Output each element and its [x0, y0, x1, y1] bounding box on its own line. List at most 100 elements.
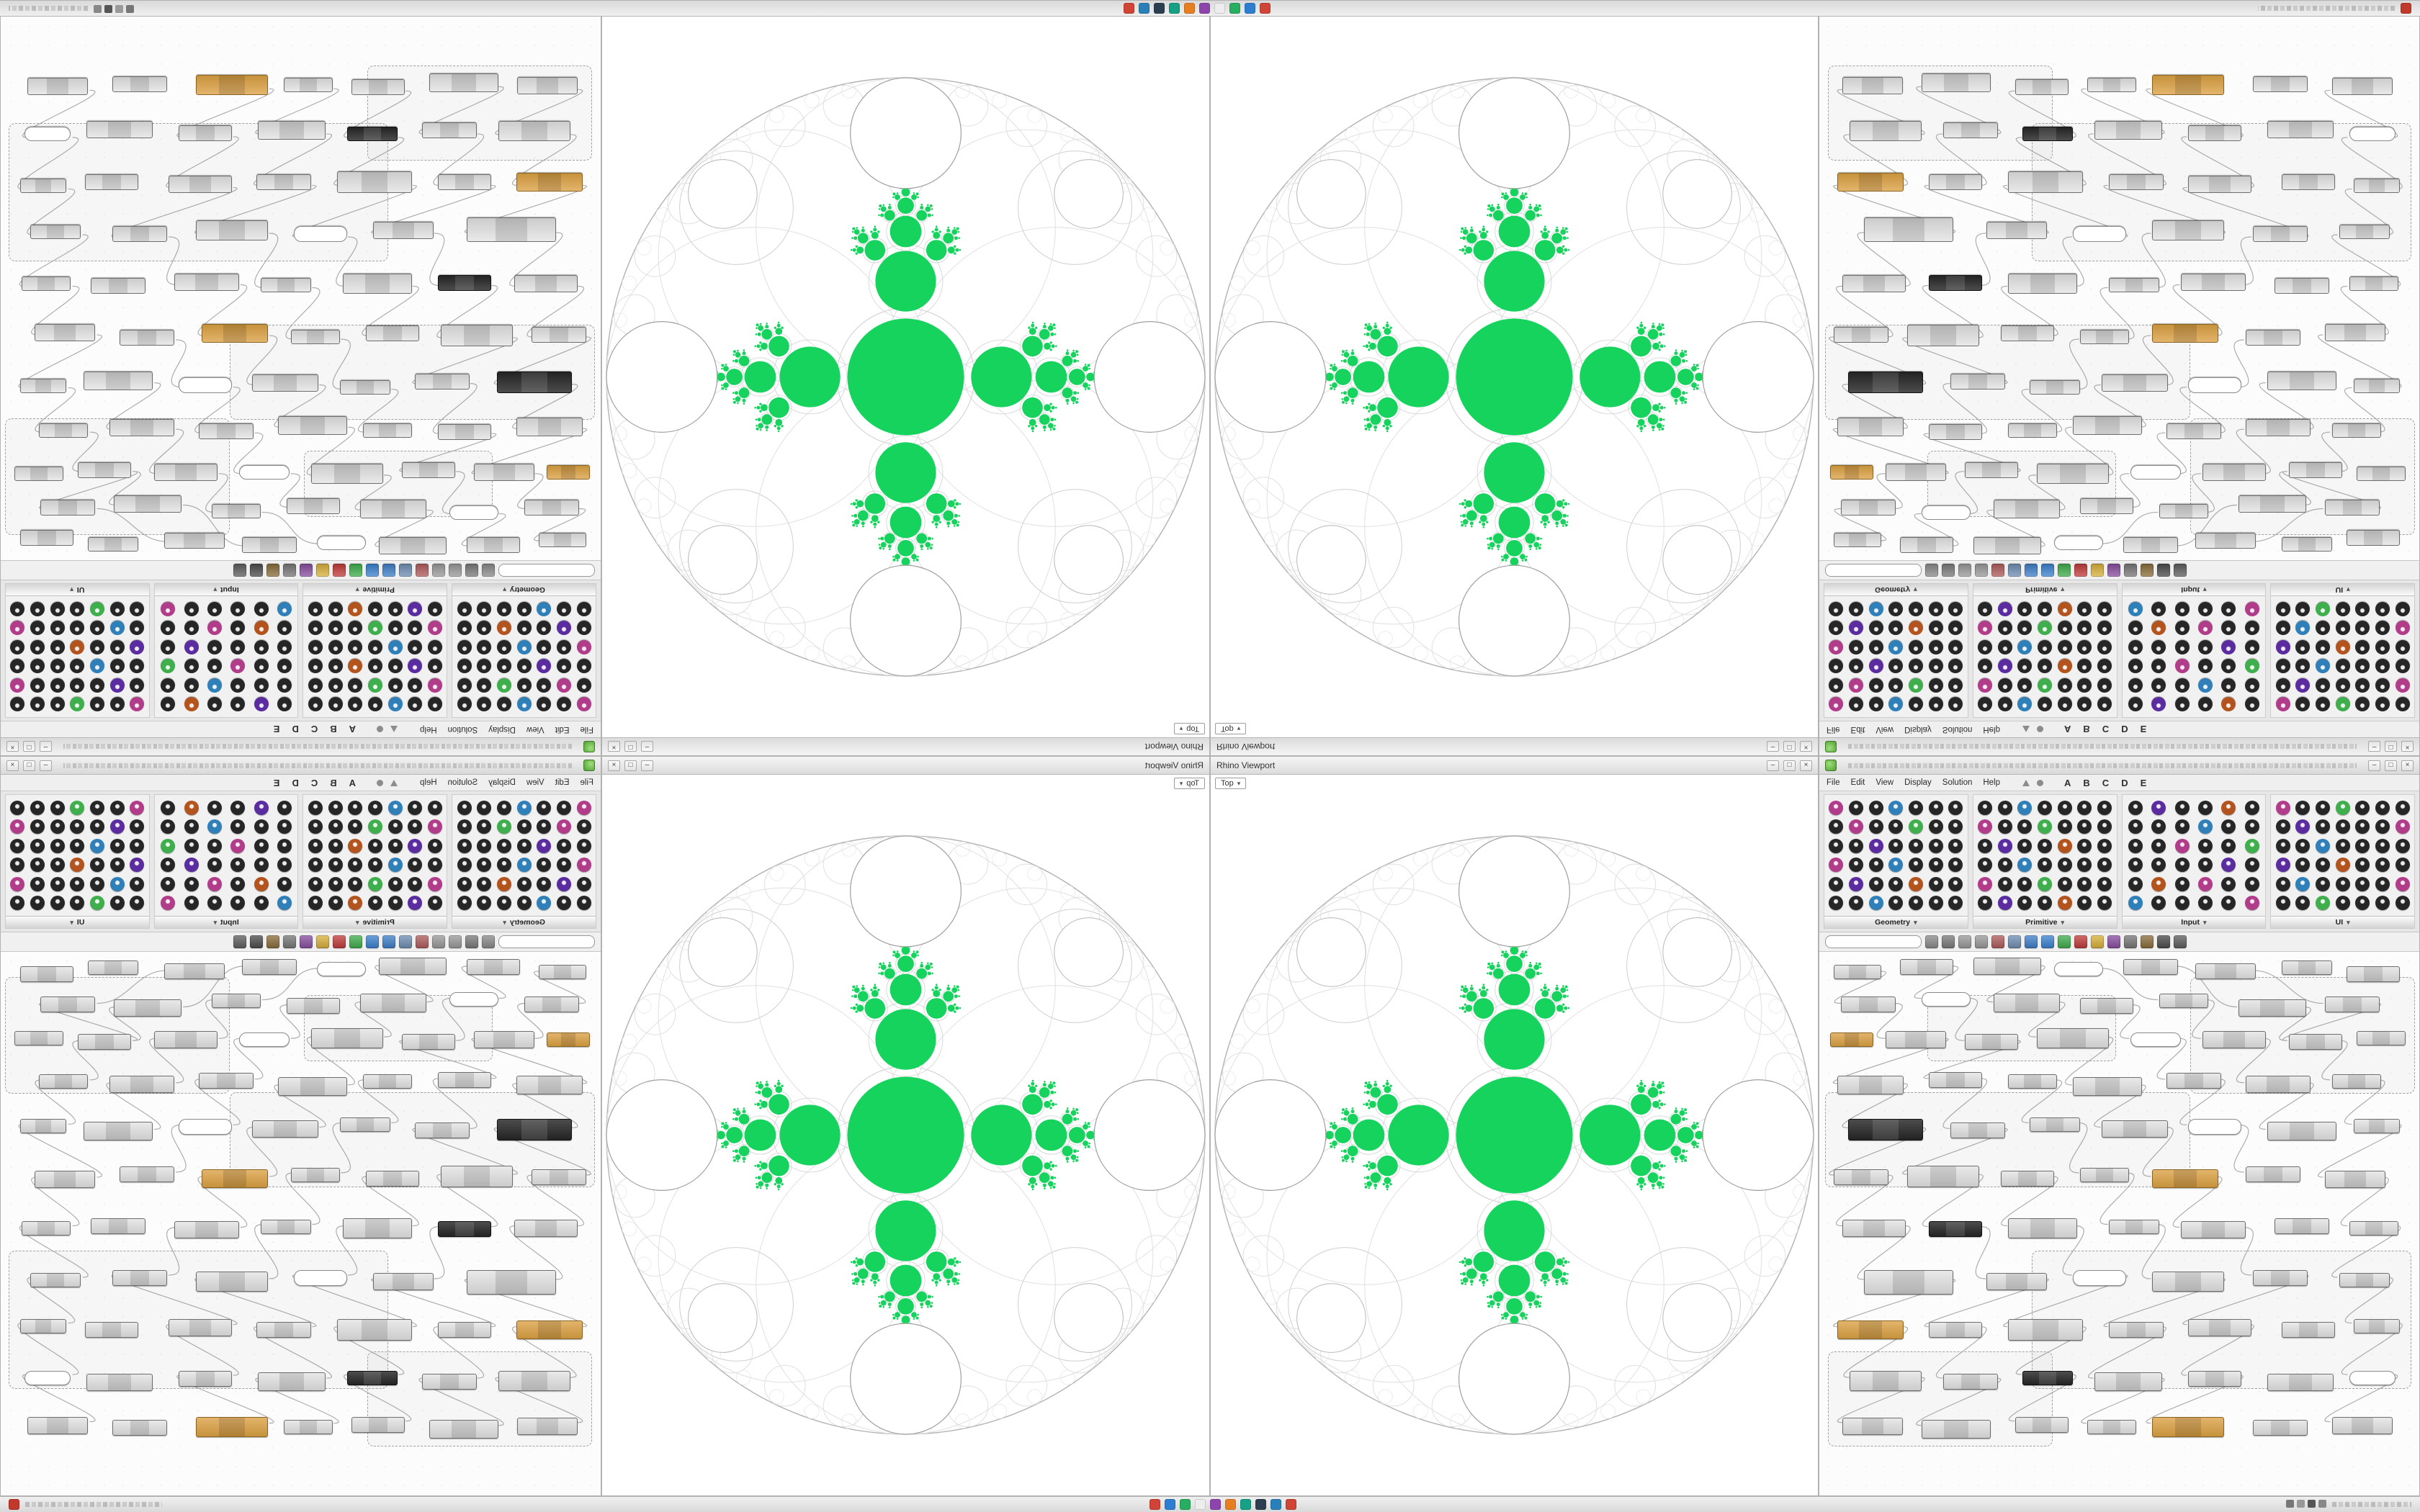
component-icon[interactable]	[2221, 800, 2236, 815]
component-icon[interactable]	[2198, 858, 2213, 873]
component-icon[interactable]	[277, 601, 292, 616]
gh-node[interactable]	[2123, 959, 2178, 975]
gh-node[interactable]	[2181, 1221, 2246, 1238]
gh-node[interactable]	[174, 274, 239, 291]
component-icon[interactable]	[537, 659, 552, 674]
component-icon[interactable]	[207, 659, 222, 674]
component-icon[interactable]	[2174, 838, 2190, 853]
component-icon[interactable]	[1928, 819, 1943, 834]
gh-node[interactable]	[39, 423, 88, 438]
gh-node[interactable]	[2332, 78, 2393, 95]
component-icon[interactable]	[50, 601, 65, 616]
menu-edit[interactable]: Edit	[1850, 778, 1865, 787]
component-icon[interactable]	[457, 621, 472, 636]
component-icon[interactable]	[2198, 697, 2213, 712]
ball-red-icon[interactable]	[2074, 564, 2087, 577]
component-icon[interactable]	[576, 819, 591, 834]
gumball-icon[interactable]	[300, 935, 313, 948]
gh-node[interactable]	[39, 1074, 88, 1089]
component-icon[interactable]	[477, 601, 492, 616]
ball-blue-icon[interactable]	[2041, 564, 2054, 577]
component-icon[interactable]	[1868, 838, 1883, 853]
component-icon[interactable]	[2038, 858, 2053, 873]
component-icon[interactable]	[2355, 800, 2370, 815]
component-icon[interactable]	[2057, 858, 2072, 873]
component-icon[interactable]	[207, 896, 222, 911]
gh-node[interactable]	[2102, 374, 2168, 392]
gh-node[interactable]	[498, 121, 570, 141]
gh-node[interactable]	[524, 500, 579, 516]
component-icon[interactable]	[328, 896, 343, 911]
component-icon[interactable]	[576, 678, 591, 693]
component-icon[interactable]	[2128, 819, 2143, 834]
component-icon[interactable]	[2295, 601, 2311, 616]
taskbar-app-2[interactable]	[1245, 3, 1256, 14]
component-icon[interactable]	[10, 601, 25, 616]
gh-node[interactable]	[516, 418, 583, 436]
component-icon[interactable]	[477, 896, 492, 911]
gh-node[interactable]	[256, 1322, 311, 1338]
component-icon[interactable]	[2355, 838, 2370, 853]
component-icon[interactable]	[277, 896, 292, 911]
tray-icon-2[interactable]	[2297, 1499, 2305, 1508]
menu-file[interactable]: File	[1827, 778, 1840, 787]
component-icon[interactable]	[254, 639, 269, 654]
component-icon[interactable]	[2077, 601, 2092, 616]
component-icon[interactable]	[496, 639, 511, 654]
node-canvas[interactable]	[1819, 17, 2419, 560]
tray-icon-3[interactable]	[104, 5, 112, 14]
gh-node[interactable]	[402, 462, 455, 478]
component-icon[interactable]	[1849, 639, 1863, 654]
component-icon[interactable]	[207, 601, 222, 616]
component-icon[interactable]	[2097, 621, 2112, 636]
component-icon[interactable]	[348, 819, 363, 834]
gh-node[interactable]	[20, 179, 66, 193]
viewport-canvas[interactable]: Top ▾	[602, 17, 1209, 737]
tab-a[interactable]: A	[349, 777, 356, 788]
component-icon[interactable]	[2221, 621, 2236, 636]
component-icon[interactable]	[109, 697, 125, 712]
component-icon[interactable]	[184, 838, 199, 853]
gh-node[interactable]	[1900, 959, 1953, 975]
component-icon[interactable]	[109, 896, 125, 911]
component-icon[interactable]	[1849, 678, 1863, 693]
bake-icon[interactable]	[2141, 564, 2154, 577]
component-icon[interactable]	[2151, 659, 2166, 674]
component-icon[interactable]	[1888, 819, 1904, 834]
component-icon[interactable]	[557, 800, 571, 815]
component-icon[interactable]	[1978, 896, 1993, 911]
component-icon[interactable]	[457, 858, 472, 873]
component-icon[interactable]	[1909, 800, 1924, 815]
component-icon[interactable]	[387, 876, 403, 891]
component-icon[interactable]	[2275, 800, 2290, 815]
component-icon[interactable]	[2355, 896, 2370, 911]
component-icon[interactable]	[50, 800, 65, 815]
component-icon[interactable]	[1909, 678, 1924, 693]
component-icon[interactable]	[90, 876, 105, 891]
gh-node[interactable]	[256, 174, 311, 190]
gh-node[interactable]	[114, 999, 182, 1017]
gh-node[interactable]	[2325, 324, 2385, 341]
component-icon[interactable]	[408, 838, 423, 853]
component-icon[interactable]	[2057, 800, 2072, 815]
gh-node[interactable]	[517, 77, 578, 94]
component-icon[interactable]	[109, 601, 125, 616]
gh-node[interactable]	[2130, 465, 2181, 480]
component-icon[interactable]	[70, 678, 85, 693]
component-icon[interactable]	[308, 858, 323, 873]
component-icon[interactable]	[184, 639, 199, 654]
gh-node[interactable]	[539, 965, 586, 979]
component-icon[interactable]	[109, 819, 125, 834]
tab-b[interactable]: B	[330, 724, 337, 735]
solver-icon[interactable]	[2157, 935, 2170, 948]
component-icon[interactable]	[2038, 876, 2053, 891]
component-icon[interactable]	[348, 896, 363, 911]
ball-yellow-icon[interactable]	[316, 564, 329, 577]
ball-blue-icon[interactable]	[2041, 935, 2054, 948]
component-icon[interactable]	[130, 819, 145, 834]
taskbar-app-9[interactable]	[1270, 1499, 1281, 1510]
gh-node[interactable]	[40, 500, 95, 516]
gh-node[interactable]	[1922, 73, 1991, 92]
component-icon[interactable]	[2151, 621, 2166, 636]
component-icon[interactable]	[2151, 896, 2166, 911]
